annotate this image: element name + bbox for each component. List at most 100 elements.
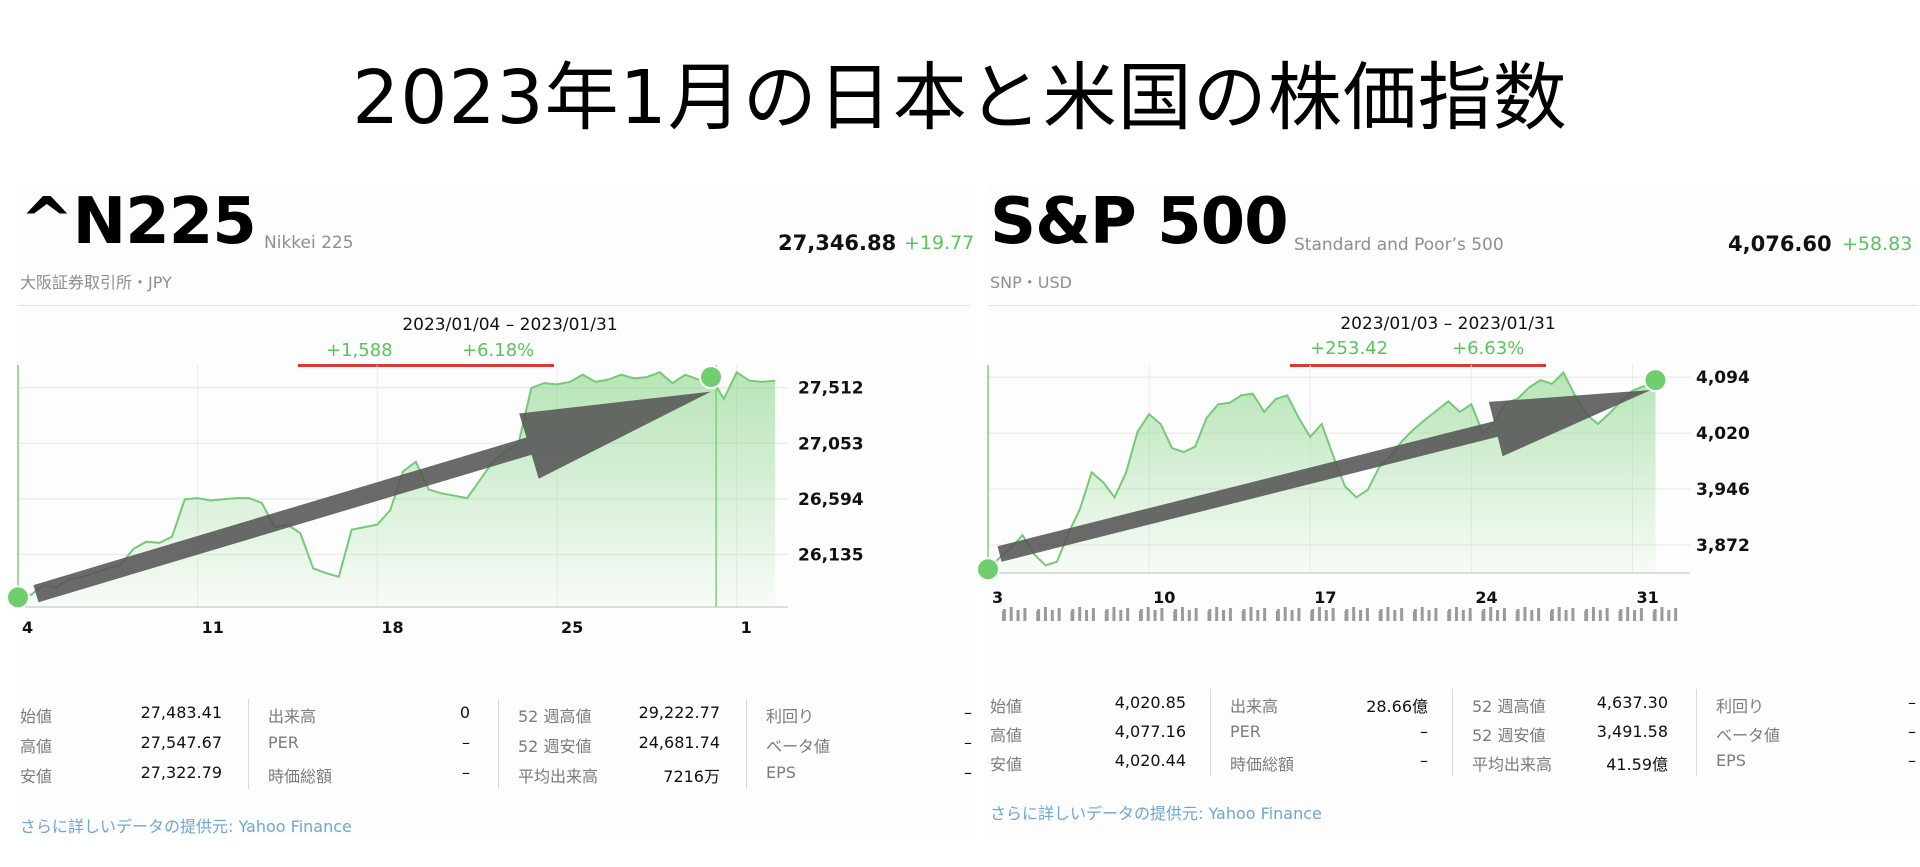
y-tick-label: 3,946	[1696, 480, 1750, 500]
volume-bar	[1153, 610, 1157, 621]
volume-bar	[1674, 608, 1678, 621]
x-tick-label: 10	[1153, 588, 1175, 607]
y-tick-label: 4,094	[1696, 368, 1750, 388]
y-tick-label: 4,020	[1696, 424, 1750, 444]
stat-label: 52 週高値	[1472, 697, 1546, 716]
volume-bar	[1461, 610, 1465, 621]
x-tick-label: 11	[202, 618, 224, 637]
end-marker	[699, 365, 723, 390]
index-name: Standard and Poor’s 500	[1294, 235, 1504, 255]
stat-label: 出来高	[1230, 697, 1279, 716]
volume-bar	[1311, 609, 1315, 621]
red-underline	[298, 364, 554, 367]
volume-bar	[1605, 608, 1609, 621]
stat-value: –	[964, 733, 972, 752]
stat-value: 4,020.85	[1114, 693, 1186, 712]
volume-bar	[1222, 610, 1226, 621]
stat-separator	[1210, 689, 1211, 776]
volume-bar	[1016, 610, 1020, 621]
stat-value: –	[1908, 751, 1916, 770]
stat-value: 29,222.77	[638, 703, 720, 722]
stat-label: 利回り	[1716, 697, 1765, 716]
volume-bar	[1242, 609, 1246, 621]
volume-bar	[1276, 609, 1280, 621]
volume-bar	[1482, 609, 1486, 621]
page-title: 2023年1月の日本と米国の株価指数	[352, 55, 1568, 141]
volume-bar	[1283, 607, 1287, 621]
stat-label: 安値	[990, 755, 1023, 774]
volume-bar	[1365, 608, 1369, 621]
volume-bar	[1413, 609, 1417, 621]
x-tick-label: 18	[381, 618, 403, 637]
range-percent: +6.63%	[1452, 338, 1525, 359]
stat-value: –	[964, 703, 972, 722]
stat-label: 時価総額	[268, 767, 333, 786]
stat-label: EPS	[766, 763, 796, 782]
volume-bar	[1550, 609, 1554, 621]
volume-bar	[1331, 608, 1335, 621]
volume-bar	[1208, 609, 1212, 621]
volume-bar	[1139, 609, 1143, 621]
volume-bar	[1249, 607, 1253, 621]
volume-bar	[1119, 610, 1123, 621]
volume-bar	[1386, 607, 1390, 621]
stat-value: 24,681.74	[638, 733, 720, 752]
volume-bar	[1112, 607, 1116, 621]
stat-value: 4,020.44	[1114, 751, 1186, 770]
volume-bar	[1420, 607, 1424, 621]
y-tick-label: 26,594	[798, 490, 864, 510]
stat-value: 27,322.79	[140, 763, 222, 782]
volume-bar	[1290, 610, 1294, 621]
price-change: +58.83	[1842, 233, 1913, 255]
x-tick-label: 31	[1636, 588, 1658, 607]
volume-bar	[1091, 608, 1095, 621]
stat-label: 52 週高値	[518, 707, 592, 726]
sp500-panel: S&P 500 Standard and Poor’s 500 SNP・USD …	[976, 185, 1918, 835]
volume-bar	[1297, 608, 1301, 621]
volume-bar	[1352, 607, 1356, 621]
nikkei-panel: ^N225 Nikkei 225 大阪証券取引所・JPY 27,346.88 +…	[6, 185, 974, 836]
stat-separator	[746, 699, 747, 789]
volume-bar	[1496, 610, 1500, 621]
x-tick-label: 25	[561, 618, 583, 637]
volume-bar	[1194, 608, 1198, 621]
x-tick-label: 3	[992, 588, 1003, 607]
source-link[interactable]: さらに詳しいデータの提供元: Yahoo Finance	[20, 817, 352, 836]
trend-arrow	[997, 390, 1651, 562]
volume-bar	[1228, 608, 1232, 621]
y-tick-label: 27,053	[798, 434, 864, 454]
stat-label: 始値	[20, 707, 53, 726]
volume-bar	[1619, 609, 1623, 621]
volume-bar	[1324, 610, 1328, 621]
stat-label: 安値	[20, 767, 53, 786]
stat-label: 52 週安値	[1472, 726, 1546, 745]
stat-value: 4,637.30	[1596, 693, 1668, 712]
stat-separator	[1452, 689, 1453, 776]
divider	[18, 305, 970, 306]
stat-label: ベータ値	[766, 737, 831, 756]
volume-bar	[1215, 607, 1219, 621]
stat-value: –	[1420, 722, 1428, 741]
range-change: +1,588	[326, 340, 393, 361]
volume-bar	[1071, 609, 1075, 621]
volume-bar	[1667, 610, 1671, 621]
source-link[interactable]: さらに詳しいデータの提供元: Yahoo Finance	[990, 804, 1322, 823]
volume-bar	[1489, 607, 1493, 621]
volume-bar	[1043, 607, 1047, 621]
stat-separator	[1696, 689, 1697, 776]
volume-bar	[1009, 607, 1013, 621]
volume-bar	[1427, 610, 1431, 621]
stat-label: 利回り	[766, 707, 815, 726]
x-tick-label: 1	[741, 618, 752, 637]
volume-bar	[1454, 607, 1458, 621]
volume-bar	[1523, 607, 1527, 621]
x-tick-label: 17	[1314, 588, 1336, 607]
nikkei-chart[interactable]: 27,512 27,053 26,594 26,135 4 11 18 25 1	[6, 365, 970, 655]
stat-label: 時価総額	[1230, 755, 1295, 774]
sp500-chart[interactable]: 4,094 4,020 3,946 3,872 3 10 17 24 31	[976, 365, 1918, 685]
stat-value: –	[964, 763, 972, 782]
volume-bar	[1537, 608, 1541, 621]
stat-value: 27,483.41	[140, 703, 222, 722]
volume-bar	[1585, 609, 1589, 621]
trend-arrow	[33, 391, 711, 603]
